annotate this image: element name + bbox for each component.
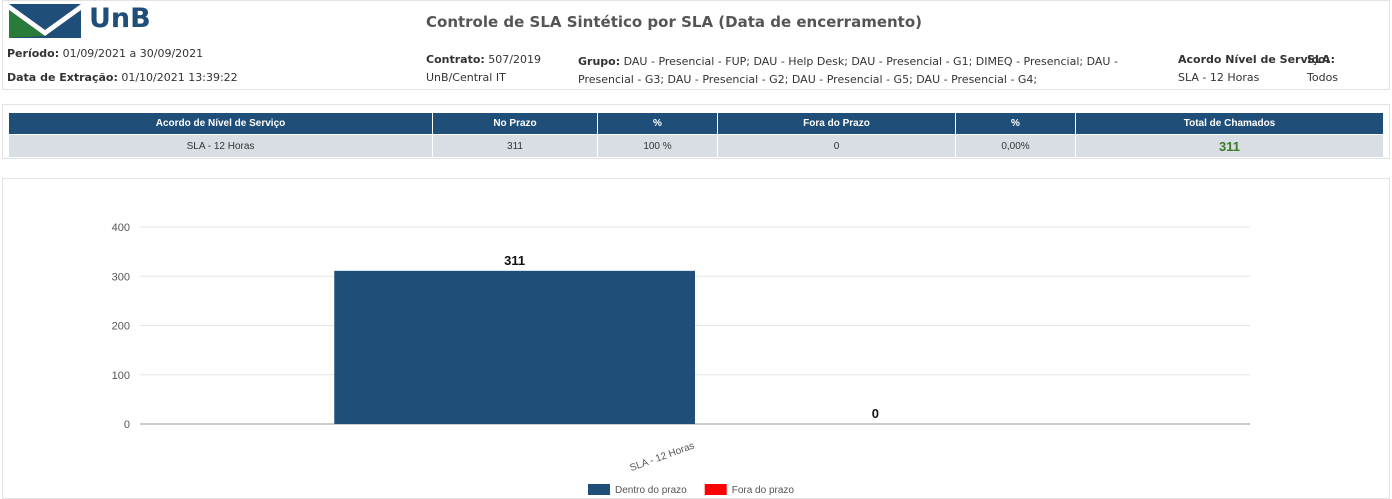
report-header: UnB Controle de SLA Sintético por SLA (D…	[2, 0, 1390, 90]
label: Grupo:	[578, 55, 621, 68]
data-label: 0	[872, 406, 879, 421]
label: Acordo Nível de Serviço:	[1178, 53, 1330, 66]
table-row: SLA - 12 Horas 311 100 % 0 0,00% 311	[8, 134, 1384, 158]
value: UnB/Central IT	[426, 71, 506, 84]
table-cell: 311	[1075, 134, 1384, 158]
legend-label: Dentro do prazo	[615, 485, 687, 496]
value: SLA - 12 Horas	[1178, 71, 1260, 84]
data-label: 311	[504, 253, 525, 268]
table-cell: 100 %	[597, 134, 718, 158]
table-cell: 0	[717, 134, 956, 158]
label: Período:	[7, 47, 60, 60]
column-header: Fora do Prazo	[717, 112, 956, 135]
column-header: Acordo de Nível de Serviço	[8, 112, 433, 135]
y-tick-label: 400	[112, 222, 130, 234]
value: 01/10/2021 13:39:22	[121, 71, 238, 84]
legend-label: Fora do prazo	[732, 485, 795, 496]
table-cell: 0,00%	[955, 134, 1076, 158]
table-box	[2, 104, 1390, 159]
y-tick-label: 100	[112, 370, 130, 382]
value: 507/2019	[488, 53, 541, 66]
value: 01/09/2021 a 30/09/2021	[62, 47, 204, 60]
x-tick-label: SLA - 12 Horas	[629, 440, 696, 474]
y-tick-label: 200	[112, 321, 130, 333]
value: DAU - Presencial - FUP; DAU - Help Desk;…	[578, 55, 1118, 86]
label: SLA:	[1307, 53, 1336, 66]
legend-swatch	[588, 484, 610, 495]
column-header: %	[955, 112, 1076, 135]
column-header: Total de Chamados	[1075, 112, 1384, 135]
logo-icon	[9, 4, 81, 38]
column-header: %	[597, 112, 718, 135]
column-header: No Prazo	[432, 112, 598, 135]
table-cell: 311	[432, 134, 598, 158]
chart: 0 100 200 300 400 311 0 SLA - 12 Horas Dentro do…	[112, 222, 1250, 496]
label: Contrato:	[426, 53, 485, 66]
logo-text: UnB	[89, 3, 151, 34]
report-title: Controle de SLA Sintético por SLA (Data …	[426, 13, 923, 31]
legend-swatch	[704, 484, 727, 495]
y-tick-label: 300	[112, 271, 130, 283]
label: Data de Extração:	[7, 71, 118, 84]
bar	[334, 270, 695, 424]
summary-table: Acordo de Nível de Serviço No Prazo% Fora …	[8, 112, 1384, 158]
value: Todos	[1307, 71, 1339, 84]
y-tick-label: 0	[124, 419, 130, 431]
table-cell: SLA - 12 Horas	[8, 134, 433, 158]
